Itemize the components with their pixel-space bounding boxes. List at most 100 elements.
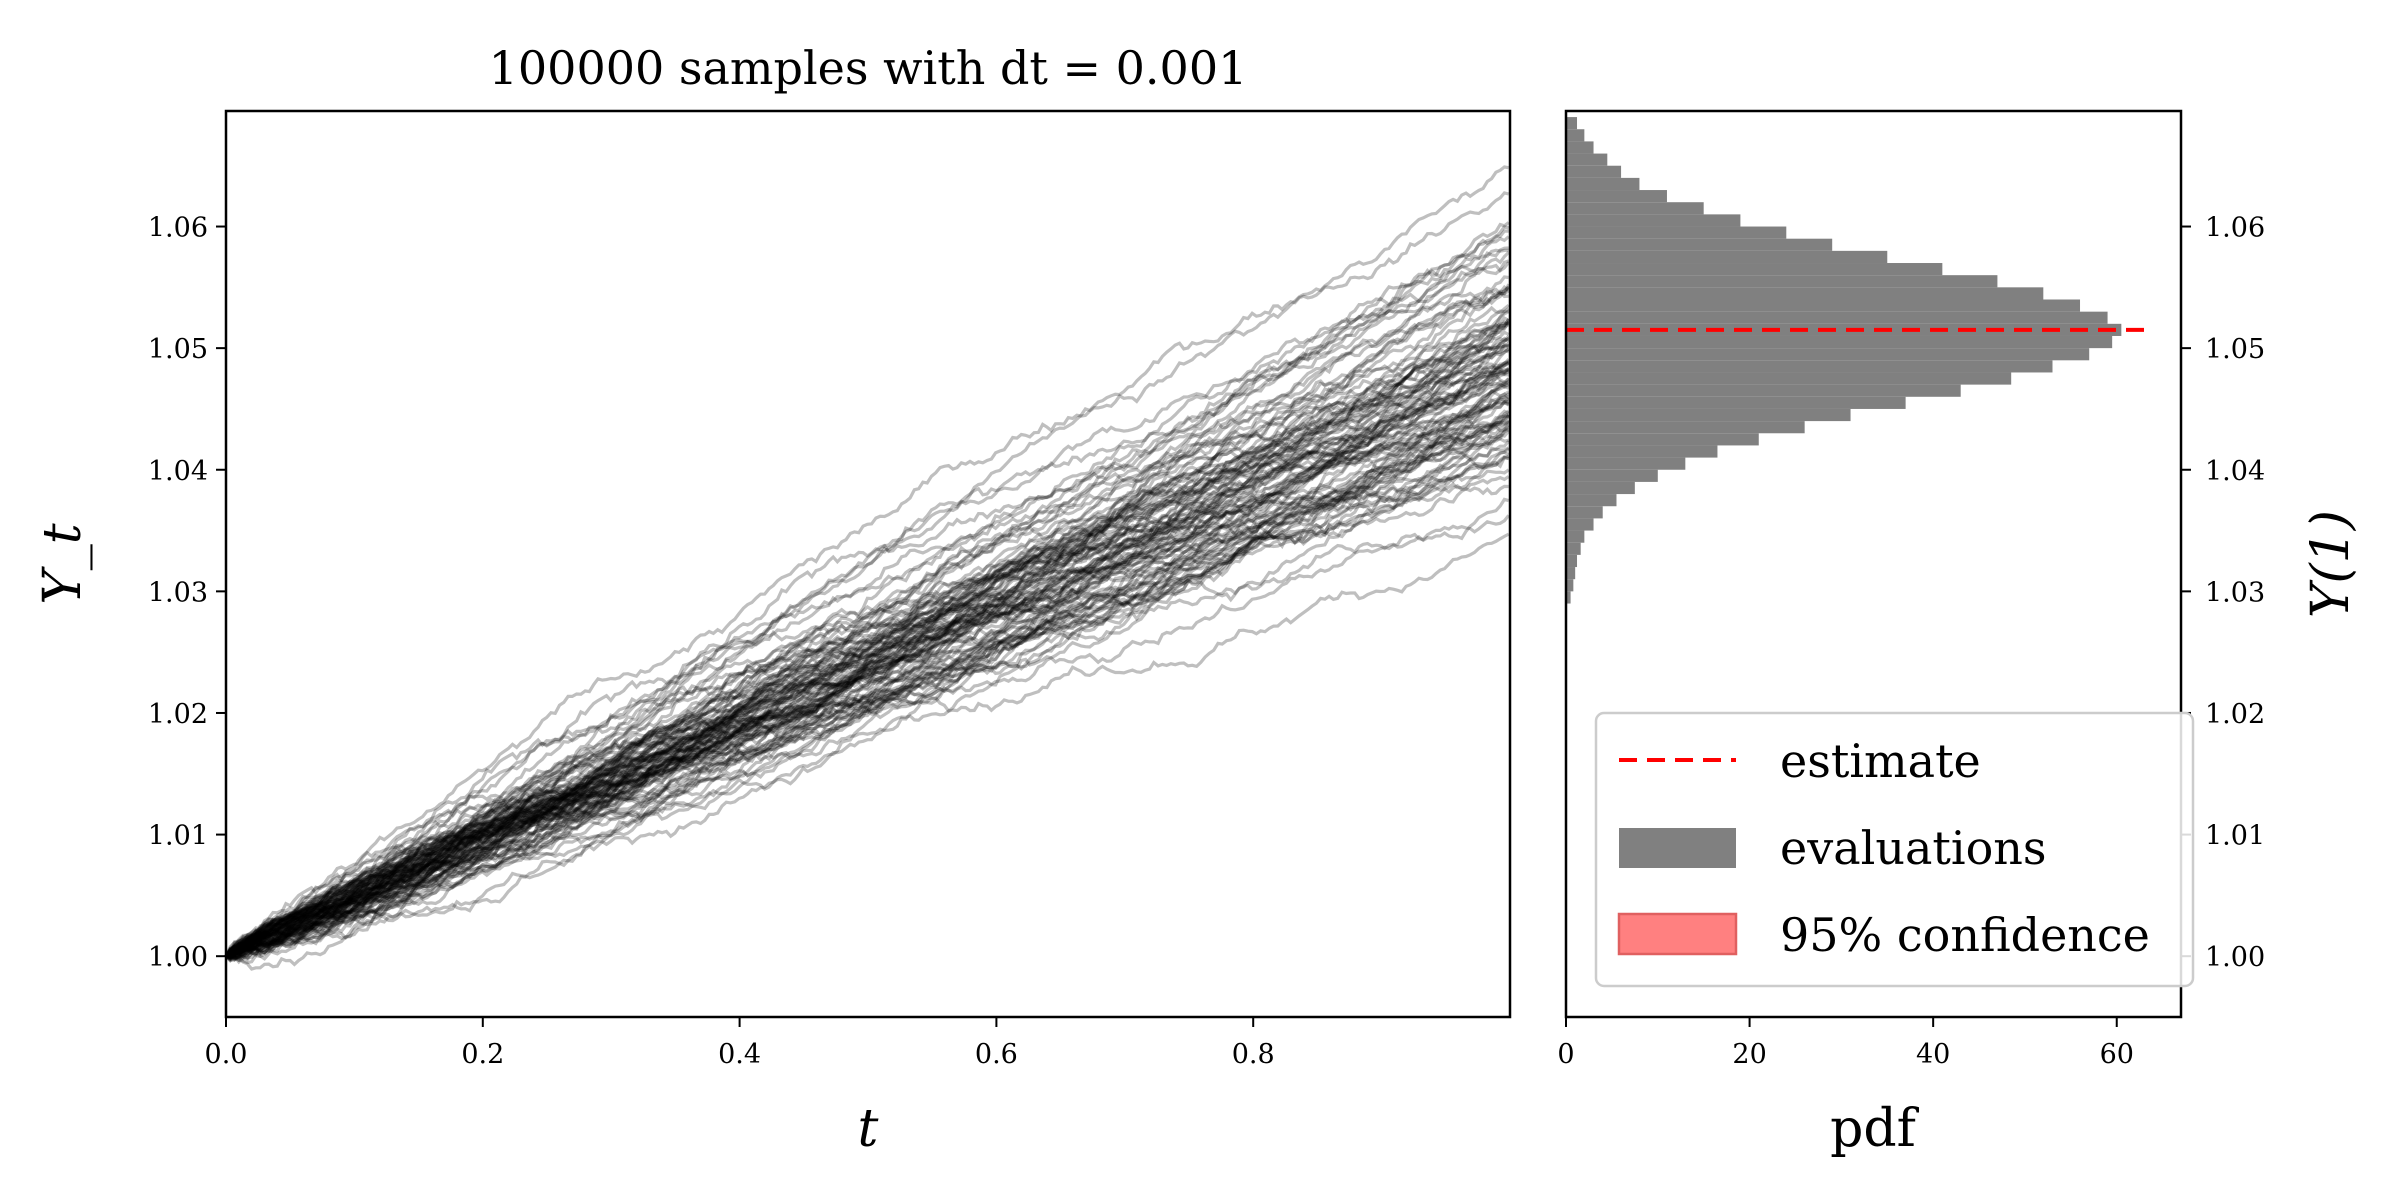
y-tick-label: 1.01: [148, 821, 208, 852]
sample-path: [224, 347, 1510, 963]
histogram-bar: [1566, 129, 1585, 142]
sample-path: [224, 409, 1510, 958]
sample-path: [225, 369, 1510, 958]
sample-path: [225, 382, 1510, 961]
sample-path: [224, 440, 1510, 958]
histogram-bar: [1566, 287, 2044, 300]
histogram-bar: [1566, 579, 1574, 592]
sample-path: [224, 437, 1510, 958]
sample-path: [224, 235, 1510, 958]
histogram-bar: [1566, 433, 1759, 446]
histogram-bar: [1566, 335, 2113, 349]
histogram-bar: [1566, 348, 2090, 361]
sample-path: [224, 318, 1511, 958]
histogram-bar: [1566, 275, 1998, 288]
y-tick-label: 1.04: [2205, 456, 2265, 487]
histogram-bar: [1566, 469, 1658, 482]
x-tick-label: 0.4: [718, 1039, 761, 1070]
histogram-bar: [1566, 177, 1640, 191]
sample-path: [225, 450, 1510, 959]
y-tick-label: 1.05: [2205, 334, 2265, 365]
sample-path: [225, 412, 1510, 958]
histogram-bar: [1566, 360, 2053, 373]
sample-path: [225, 424, 1510, 959]
y-tick-label: 1.02: [2205, 699, 2265, 730]
sample-path: [224, 384, 1510, 958]
histogram-bar: [1566, 153, 1608, 166]
sample-path: [225, 370, 1510, 958]
histogram-bar: [1566, 554, 1578, 568]
sample-path: [225, 251, 1510, 958]
sample-path: [224, 347, 1510, 957]
right-x-ticks: 0 20 40 60: [1557, 1017, 2134, 1070]
histogram-bar: [1566, 530, 1585, 543]
sample-path: [224, 320, 1510, 958]
sample-path: [225, 347, 1510, 958]
histogram-bar: [1566, 384, 1961, 397]
histogram-bar: [1566, 190, 1667, 203]
histogram-bar: [1566, 445, 1718, 458]
sample-path: [225, 365, 1510, 958]
sample-path: [224, 372, 1509, 958]
sample-path: [224, 321, 1509, 958]
sample-path: [225, 475, 1510, 962]
histogram-bar: [1566, 542, 1581, 555]
y-tick-label: 1.00: [148, 942, 208, 973]
sample-path: [225, 414, 1510, 959]
x-tick-label: 0.2: [461, 1039, 504, 1070]
y-tick-label: 1.03: [2205, 577, 2265, 608]
legend-confidence-label: 95% confidence: [1780, 908, 2150, 962]
histogram-bar: [1566, 165, 1622, 178]
sample-path: [225, 371, 1510, 962]
sample-path: [224, 261, 1510, 958]
histogram-bar: [1566, 311, 2108, 324]
histogram-bar: [1566, 396, 1906, 409]
sample-path: [224, 337, 1510, 958]
sample-path: [225, 381, 1510, 958]
sample-path: [224, 344, 1509, 958]
histogram-bar: [1566, 421, 1805, 434]
sample-path: [224, 414, 1510, 958]
histogram-bar: [1566, 408, 1851, 422]
histogram-bar: [1566, 141, 1594, 154]
sample-path: [225, 342, 1510, 958]
sample-path: [224, 165, 1509, 958]
sample-path: [224, 388, 1510, 958]
x-tick-label: 0: [1557, 1039, 1574, 1070]
y-tick-label: 1.01: [2205, 821, 2265, 852]
sample-path: [225, 497, 1510, 965]
sample-path: [225, 377, 1510, 959]
sample-path: [224, 283, 1511, 958]
sample-path: [225, 286, 1510, 958]
sample-path: [225, 368, 1510, 958]
histogram-bar: [1566, 506, 1603, 519]
legend-estimate-label: estimate: [1780, 734, 1981, 788]
sample-path: [225, 420, 1509, 961]
y-tick-label: 1.02: [148, 699, 208, 730]
sample-path: [224, 309, 1510, 958]
legend: estimate evaluations 95% confidence: [1594, 711, 2195, 988]
sample-path: [224, 334, 1510, 958]
histogram-bar: [1566, 567, 1576, 580]
sample-path: [225, 392, 1510, 958]
histogram-bar: [1566, 372, 2012, 385]
sample-path: [225, 320, 1510, 961]
left-axes-frame: [224, 109, 1512, 1019]
sample-path: [224, 246, 1509, 958]
sample-path: [225, 320, 1511, 962]
sample-path: [224, 532, 1510, 958]
sample-path: [225, 191, 1510, 958]
y-tick-label: 1.06: [148, 213, 208, 244]
histogram-bar: [1566, 238, 1833, 251]
sample-path: [225, 395, 1510, 960]
sample-path: [225, 399, 1509, 958]
x-tick-label: 0.6: [975, 1039, 1018, 1070]
left-y-ticks: 1.00 1.01 1.02 1.03 1.04 1.05 1.06: [148, 213, 226, 973]
left-x-ticks: 0.0 0.2 0.4 0.6 0.8: [205, 1017, 1275, 1070]
y-tick-label: 1.00: [2205, 942, 2265, 973]
sample-paths: [224, 165, 1511, 971]
sample-path: [224, 307, 1510, 958]
histogram-bar: [1566, 518, 1594, 531]
sample-path: [224, 310, 1510, 958]
legend-evaluations-swatch: [1619, 828, 1736, 868]
